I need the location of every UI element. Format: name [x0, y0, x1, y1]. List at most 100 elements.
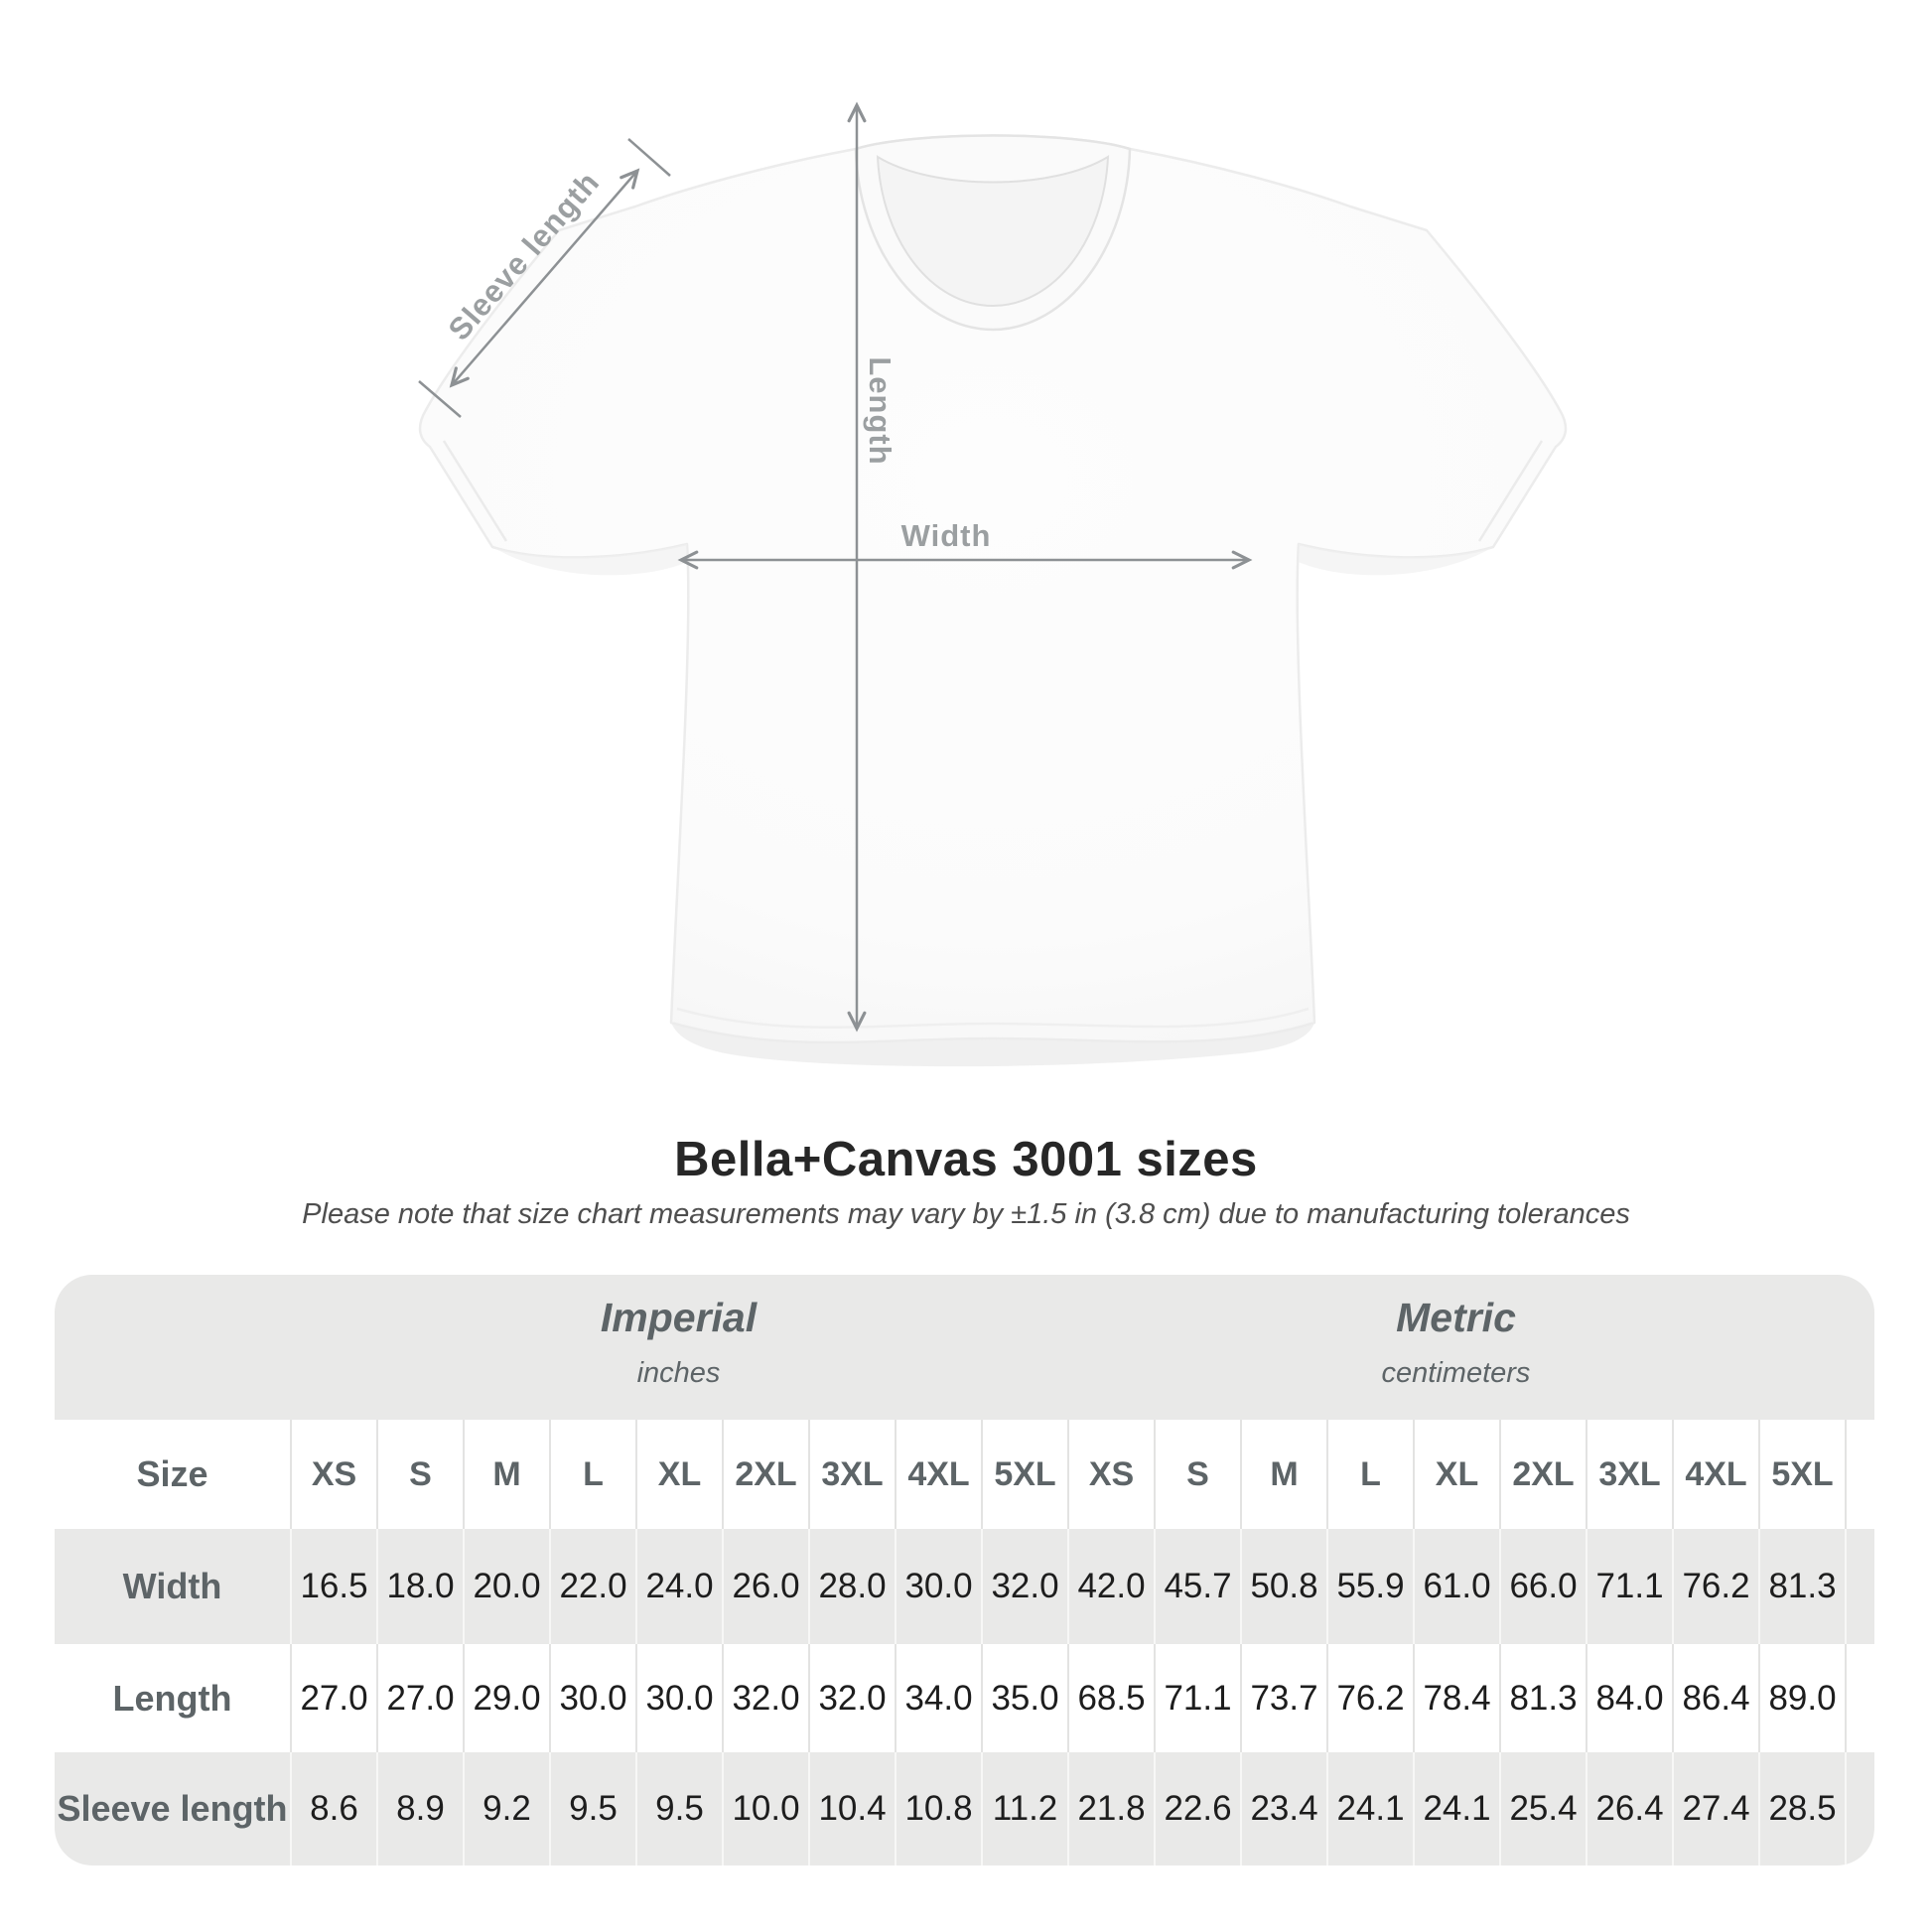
value-cell-metric-2: 23.4	[1240, 1752, 1326, 1865]
value-cell-imperial-5: 32.0	[722, 1644, 808, 1752]
size-header-metric-7: 4XL	[1672, 1420, 1758, 1529]
metric-group-name: Metric	[1396, 1295, 1516, 1340]
value-cell-imperial-4: 9.5	[635, 1752, 722, 1865]
row-padding	[1845, 1644, 1874, 1752]
shirt-hem-shadow	[671, 1023, 1314, 1067]
value-cell-metric-0: 42.0	[1067, 1529, 1154, 1644]
value-cell-imperial-3: 30.0	[549, 1644, 635, 1752]
value-cell-metric-7: 86.4	[1672, 1644, 1758, 1752]
value-cell-imperial-7: 30.0	[895, 1529, 981, 1644]
value-cell-metric-0: 68.5	[1067, 1644, 1154, 1752]
value-cell-imperial-7: 10.8	[895, 1752, 981, 1865]
size-table: Imperial inches Metric centimeters Size X…	[55, 1275, 1874, 1865]
imperial-group-unit: inches	[636, 1357, 721, 1389]
value-cell-metric-8: 89.0	[1758, 1644, 1845, 1752]
size-header-imperial-8: 5XL	[981, 1420, 1067, 1529]
imperial-group-name: Imperial	[600, 1295, 758, 1340]
value-cell-imperial-2: 29.0	[463, 1644, 549, 1752]
tshirt-diagram	[418, 0, 1568, 1067]
size-header-imperial-5: 2XL	[722, 1420, 808, 1529]
row-label: Length	[112, 1677, 232, 1719]
row-padding	[1845, 1420, 1874, 1529]
value-cell-metric-8: 28.5	[1758, 1752, 1845, 1865]
left-underarm-shading	[492, 544, 687, 576]
value-cell-imperial-3: 9.5	[549, 1752, 635, 1865]
page-subtitle: Please note that size chart measurements…	[302, 1198, 1630, 1230]
metric-group-unit: centimeters	[1381, 1357, 1531, 1389]
value-cell-imperial-5: 26.0	[722, 1529, 808, 1644]
value-cell-imperial-0: 8.6	[290, 1752, 376, 1865]
table-row: Width 16.5 18.0 20.0 22.0 24.0 26.0 28.0 30.0 32.…	[55, 1529, 1874, 1644]
value-cell-metric-2: 50.8	[1240, 1529, 1326, 1644]
value-cell-imperial-6: 28.0	[808, 1529, 895, 1644]
size-header-imperial-1: S	[376, 1420, 463, 1529]
value-cell-metric-1: 45.7	[1154, 1529, 1240, 1644]
value-cell-imperial-7: 34.0	[895, 1644, 981, 1752]
size-header-imperial-2: M	[463, 1420, 549, 1529]
row-padding	[1845, 1529, 1874, 1644]
width-label: Width	[900, 518, 992, 553]
value-cell-metric-5: 81.3	[1499, 1644, 1586, 1752]
value-cell-imperial-8: 11.2	[981, 1752, 1067, 1865]
value-cell-metric-3: 55.9	[1326, 1529, 1413, 1644]
value-cell-imperial-1: 27.0	[376, 1644, 463, 1752]
size-header-imperial-6: 3XL	[808, 1420, 895, 1529]
value-cell-imperial-0: 16.5	[290, 1529, 376, 1644]
size-header-imperial-3: L	[549, 1420, 635, 1529]
unit-header-band: Imperial inches Metric centimeters	[55, 1275, 1874, 1420]
hem-stitch	[676, 1007, 1310, 1029]
value-cell-metric-8: 81.3	[1758, 1529, 1845, 1644]
value-cell-imperial-3: 22.0	[549, 1529, 635, 1644]
size-header-imperial-4: XL	[635, 1420, 722, 1529]
size-header-imperial-7: 4XL	[895, 1420, 981, 1529]
value-cell-metric-4: 61.0	[1413, 1529, 1499, 1644]
value-cell-imperial-4: 30.0	[635, 1644, 722, 1752]
value-cell-imperial-1: 8.9	[376, 1752, 463, 1865]
value-cell-imperial-2: 9.2	[463, 1752, 549, 1865]
value-cell-metric-3: 24.1	[1326, 1752, 1413, 1865]
imperial-group-header: Imperial inches	[290, 1295, 1067, 1390]
collar-opening	[876, 155, 1110, 308]
size-header-metric-3: L	[1326, 1420, 1413, 1529]
sleeve-length-tick-end	[627, 138, 671, 177]
sleeve-length-tick-start	[418, 380, 462, 418]
size-header-metric-4: XL	[1413, 1420, 1499, 1529]
value-cell-metric-7: 27.4	[1672, 1752, 1758, 1865]
row-label: Sleeve length	[57, 1788, 288, 1829]
right-cuff-stitch	[1477, 440, 1544, 542]
value-cell-metric-4: 24.1	[1413, 1752, 1499, 1865]
length-label: Length	[863, 356, 897, 466]
value-cell-metric-2: 73.7	[1240, 1644, 1326, 1752]
size-header-metric-6: 3XL	[1586, 1420, 1672, 1529]
size-header-metric-1: S	[1154, 1420, 1240, 1529]
value-cell-imperial-8: 35.0	[981, 1644, 1067, 1752]
value-cell-metric-4: 78.4	[1413, 1644, 1499, 1752]
value-cell-metric-0: 21.8	[1067, 1752, 1154, 1865]
value-cell-imperial-8: 32.0	[981, 1529, 1067, 1644]
size-header-metric-5: 2XL	[1499, 1420, 1586, 1529]
size-header-imperial-0: XS	[290, 1420, 376, 1529]
value-cell-metric-6: 26.4	[1586, 1752, 1672, 1865]
value-cell-metric-5: 25.4	[1499, 1752, 1586, 1865]
value-cell-metric-7: 76.2	[1672, 1529, 1758, 1644]
value-cell-metric-6: 84.0	[1586, 1644, 1672, 1752]
value-cell-imperial-0: 27.0	[290, 1644, 376, 1752]
value-cell-imperial-1: 18.0	[376, 1529, 463, 1644]
size-table-body: Size XS S M L XL 2XL 3XL 4XL 5XL XS S M L XL 2XL 3XL 4XL 5…	[55, 1420, 1874, 1865]
value-cell-imperial-5: 10.0	[722, 1752, 808, 1865]
value-cell-metric-5: 66.0	[1499, 1529, 1586, 1644]
value-cell-metric-1: 22.6	[1154, 1752, 1240, 1865]
row-padding	[1845, 1752, 1874, 1865]
size-header-metric-2: M	[1240, 1420, 1326, 1529]
right-underarm-shading	[1299, 544, 1493, 576]
row-label: Width	[122, 1566, 222, 1606]
value-cell-metric-3: 76.2	[1326, 1644, 1413, 1752]
value-cell-imperial-2: 20.0	[463, 1529, 549, 1644]
value-cell-imperial-6: 32.0	[808, 1644, 895, 1752]
value-cell-imperial-4: 24.0	[635, 1529, 722, 1644]
value-cell-metric-1: 71.1	[1154, 1644, 1240, 1752]
sleeve-length-arrow	[452, 171, 637, 385]
table-row: Length 27.0 27.0 29.0 30.0 30.0 32.0 32.0 34.0 35…	[55, 1644, 1874, 1752]
page-title: Bella+Canvas 3001 sizes	[674, 1133, 1258, 1186]
